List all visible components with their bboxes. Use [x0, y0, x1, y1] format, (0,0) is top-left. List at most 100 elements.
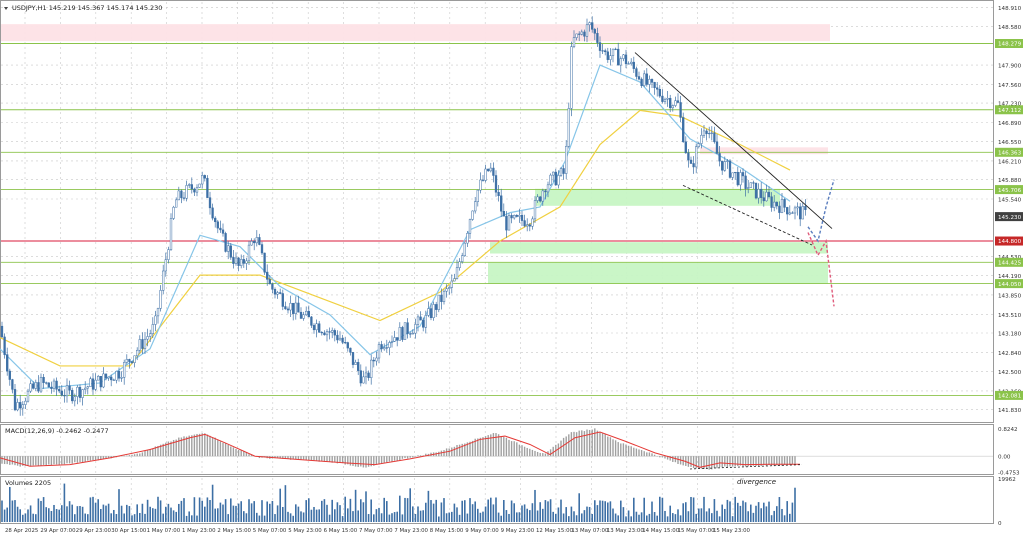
- macd-histogram-bar: [705, 456, 708, 470]
- macd-histogram-bar: [568, 434, 570, 457]
- price-tick-label: 145.540: [998, 198, 1022, 204]
- volume-bar: [198, 497, 201, 522]
- volume-bar: [183, 498, 185, 522]
- macd-histogram-bar: [66, 456, 68, 464]
- volume-label: Volumes 2205: [5, 479, 51, 487]
- macd-histogram-bar: [48, 456, 50, 465]
- candle-body: [383, 347, 386, 350]
- macd-histogram-bar: [521, 445, 523, 457]
- candle-body: [42, 376, 45, 383]
- candle-body: [489, 167, 492, 172]
- volume-bar: [471, 504, 474, 522]
- chart-header: USDJPY,H1 145.219 145.367 145.174 145.23…: [4, 4, 162, 12]
- candle-body: [572, 37, 576, 47]
- time-tick-label: 1 May 23:00: [182, 528, 216, 534]
- volume-bar: [118, 489, 120, 522]
- candle-body: [318, 323, 321, 333]
- macd-histogram-bar: [162, 443, 164, 457]
- macd-histogram-bar: [175, 439, 177, 457]
- candle-body: [468, 219, 472, 234]
- macd-histogram-bar: [237, 449, 240, 457]
- volume-bar: [432, 503, 435, 522]
- volume-bar: [536, 510, 539, 522]
- macd-histogram-bar: [505, 437, 508, 457]
- macd-histogram-bar: [217, 440, 219, 457]
- volume-bar: [230, 498, 232, 522]
- candle-body: [409, 333, 412, 335]
- macd-histogram-bar: [133, 454, 136, 457]
- macd-histogram-bar: [383, 456, 385, 463]
- macd-histogram-bar: [193, 434, 196, 457]
- candle-body: [117, 371, 121, 379]
- volume-bar: [146, 499, 149, 522]
- candle-body: [585, 24, 589, 37]
- macd-histogram-bar: [627, 445, 630, 457]
- dropdown-triangle-icon[interactable]: [4, 7, 8, 10]
- volume-bar: [750, 504, 752, 522]
- candle-body: [294, 302, 297, 314]
- volume-bar: [341, 516, 344, 522]
- volume-bar: [180, 500, 183, 522]
- macd-histogram-bar: [71, 456, 73, 464]
- candle-body: [151, 324, 154, 335]
- candle-body: [630, 61, 633, 64]
- candle-body: [6, 354, 9, 372]
- candle-body: [775, 201, 778, 207]
- candle-body: [411, 332, 414, 335]
- volume-bar: [217, 508, 219, 522]
- candle-body: [364, 372, 368, 378]
- volume-bar: [375, 509, 378, 522]
- price-tick-label: 147.230: [998, 102, 1022, 108]
- macd-histogram-bar: [198, 433, 201, 457]
- macd-histogram-bar: [81, 456, 84, 463]
- volume-bar: [53, 504, 55, 522]
- candle-body: [546, 184, 550, 193]
- macd-histogram-bar: [544, 453, 547, 457]
- price-tick-label: 143.180: [998, 331, 1022, 337]
- macd-histogram-bar: [131, 454, 133, 457]
- volume-bar: [87, 514, 89, 522]
- volume-bar: [201, 500, 203, 522]
- candle-body: [68, 385, 71, 391]
- volume-bar: [692, 497, 695, 522]
- candle-body: [255, 237, 258, 244]
- macd-histogram-bar: [417, 455, 419, 457]
- macd-histogram-bar: [1, 456, 3, 464]
- candle-body: [141, 339, 144, 349]
- volume-bar: [705, 511, 708, 522]
- volume-bar: [300, 511, 302, 522]
- macd-histogram-bar: [479, 437, 482, 457]
- candle-body: [50, 386, 53, 389]
- volume-bar: [263, 515, 266, 522]
- macd-histogram-bar: [508, 439, 510, 457]
- macd-histogram-bar: [219, 441, 222, 457]
- macd-histogram-bar: [308, 456, 310, 461]
- volume-bar: [40, 500, 42, 522]
- candle-body: [661, 95, 664, 102]
- volume-bar: [575, 515, 578, 522]
- candle-body: [611, 48, 615, 56]
- candle-body: [424, 315, 427, 328]
- volume-bar: [586, 506, 588, 522]
- macd-histogram-bar: [154, 446, 157, 457]
- macd-histogram-bar: [214, 437, 216, 457]
- macd-histogram-bar: [789, 456, 791, 465]
- macd-histogram-bar: [180, 437, 183, 457]
- volume-bar: [354, 489, 357, 522]
- macd-histogram-bar: [711, 456, 713, 470]
- candle-body: [481, 179, 485, 181]
- macd-indicator: [0, 428, 993, 470]
- volume-bar: [445, 513, 448, 522]
- candle-body: [578, 33, 581, 35]
- macd-histogram-bar: [601, 433, 604, 457]
- macd-histogram-bar: [287, 456, 289, 459]
- candle-body: [414, 324, 417, 334]
- volume-bar: [45, 507, 47, 522]
- candle-body: [71, 389, 74, 402]
- macd-histogram-bar: [503, 437, 505, 457]
- volume-bar: [139, 512, 141, 522]
- macd-histogram-bar: [107, 456, 110, 459]
- candle-body: [227, 245, 230, 252]
- price-tag: [995, 257, 1023, 267]
- volume-bar: [490, 497, 492, 522]
